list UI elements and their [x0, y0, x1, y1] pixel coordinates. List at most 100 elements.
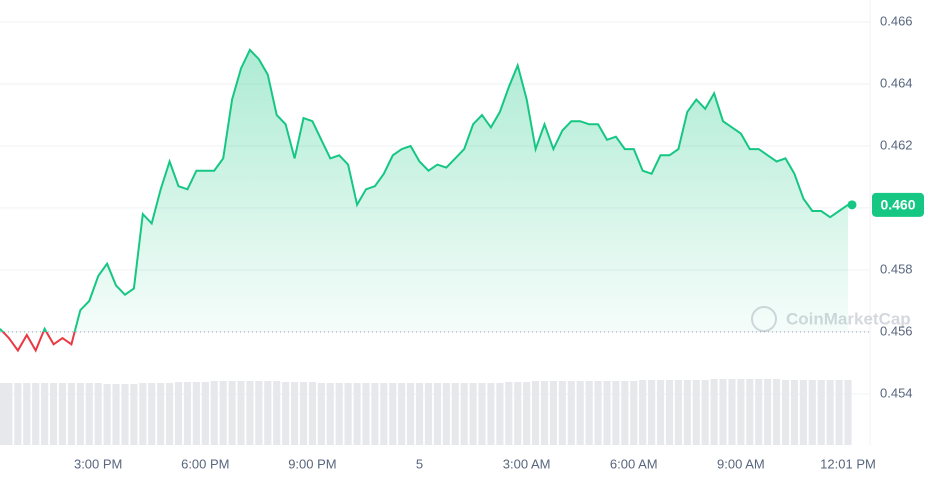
volume-bar [621, 381, 629, 445]
y-tick-label: 0.462 [880, 137, 913, 152]
volume-bar [85, 383, 93, 445]
volume-bar [5, 383, 13, 445]
volume-bar [130, 384, 138, 445]
volume-bar [567, 381, 575, 445]
volume-bar [49, 383, 58, 445]
volume-bar [808, 380, 816, 445]
volume-bar [389, 383, 397, 445]
y-tick-label: 0.464 [880, 75, 913, 90]
volume-bar [656, 380, 665, 445]
x-tick-label: 6:00 PM [181, 456, 229, 471]
x-tick-label: 9:00 AM [717, 456, 765, 471]
volume-bar [701, 380, 709, 445]
volume-bar [612, 381, 620, 445]
x-tick-label: 12:01 PM [820, 456, 876, 471]
volume-bar [353, 383, 361, 445]
volume-bar [317, 383, 325, 445]
volume-bar [201, 382, 209, 445]
volume-bar [148, 383, 156, 445]
volume-bar [335, 383, 343, 445]
volume-bar [219, 381, 227, 445]
volume-bar [487, 383, 495, 445]
volume-bar [76, 383, 84, 445]
volume-bar [460, 383, 468, 445]
volume-bar [505, 382, 513, 445]
volume-bar [157, 383, 165, 445]
volume-bar [532, 381, 540, 445]
volume-bar [781, 380, 790, 445]
volume-bar [255, 381, 263, 445]
volume-bar [139, 383, 147, 445]
volume-bar [549, 381, 558, 445]
volume-bar [112, 384, 120, 445]
price-area [0, 49, 848, 332]
x-tick-label: 3:00 PM [74, 456, 122, 471]
volume-bar [290, 382, 299, 445]
volume-bar [523, 382, 531, 445]
price-line-up [0, 48, 849, 332]
volume-bar [594, 381, 602, 445]
volume-bar [728, 379, 736, 445]
volume-bar [326, 383, 334, 445]
volume-bar [344, 383, 352, 445]
x-tick-label: 5 [416, 456, 423, 471]
volume-bar [166, 383, 174, 445]
volume-bar [94, 383, 102, 445]
volume-bar [433, 383, 441, 445]
volume-bar [585, 381, 593, 445]
volume-bar [398, 383, 406, 445]
y-tick-label: 0.458 [880, 261, 913, 276]
volume-bar [174, 382, 183, 445]
y-tick-label: 0.456 [880, 323, 913, 338]
volume-bar [469, 383, 477, 445]
volume-bar [746, 379, 754, 445]
volume-bar [103, 384, 111, 445]
volume-bar [210, 381, 218, 445]
volume-bar [630, 381, 638, 445]
volume-bar [710, 379, 718, 445]
volume-bar [273, 381, 281, 445]
volume-bar [540, 381, 549, 445]
volume-bar [764, 379, 772, 445]
volume-bar [237, 381, 245, 445]
volume-bar [67, 383, 75, 445]
volume-bar [478, 383, 486, 445]
x-tick-label: 3:00 AM [503, 456, 551, 471]
volume-bar [683, 380, 691, 445]
volume-bar [442, 383, 450, 445]
y-tick-label: 0.454 [880, 385, 913, 400]
volume-bar [790, 380, 799, 445]
volume-bar [799, 380, 807, 445]
volume-bar [514, 382, 522, 445]
volume-bar [246, 381, 254, 445]
volume-bar [228, 381, 236, 445]
volume-bar [14, 383, 22, 445]
volume-bar [282, 382, 290, 445]
price-badge-label: 0.460 [880, 197, 915, 213]
volume-bar [23, 383, 31, 445]
y-tick-label: 0.466 [880, 13, 913, 28]
volume-bar [407, 383, 415, 445]
volume-bar [639, 380, 647, 445]
volume-bar [674, 380, 682, 445]
volume-bar [648, 380, 656, 445]
current-dot [847, 200, 857, 210]
volume-bar [835, 380, 843, 445]
volume-bar [41, 383, 49, 445]
volume-bar [665, 380, 674, 445]
volume-bar [308, 382, 316, 445]
volume-bar [0, 383, 8, 445]
price-badge [872, 192, 924, 217]
volume-bar [415, 383, 424, 445]
volume-bar [737, 379, 745, 445]
volume-bar [603, 381, 611, 445]
volume-bar [451, 383, 459, 445]
volume-bar [773, 379, 781, 445]
volume-bar [192, 382, 200, 445]
volume-bar [380, 383, 388, 445]
volume-bar [183, 382, 192, 445]
volume-bar [121, 384, 129, 445]
volume-bar [558, 381, 566, 445]
volume-bar [264, 381, 272, 445]
volume-bar [58, 383, 67, 445]
